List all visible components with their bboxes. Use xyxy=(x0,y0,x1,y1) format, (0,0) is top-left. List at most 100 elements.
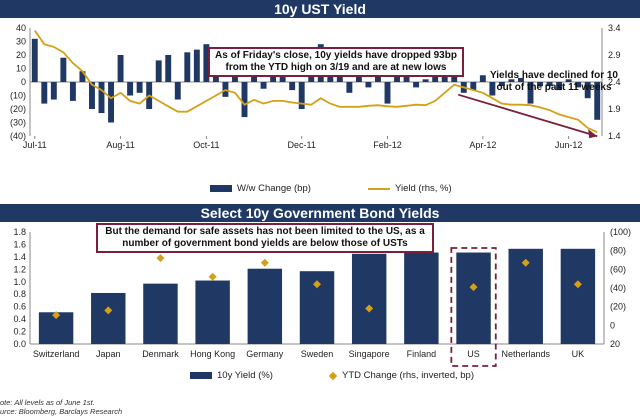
ww-change-bar xyxy=(289,82,296,91)
chart2-right-tick: (100) xyxy=(610,227,631,237)
chart1-x-tick-label: Oct-11 xyxy=(193,140,219,150)
yield-bar-denmark xyxy=(143,283,178,344)
ww-change-bar xyxy=(193,49,200,82)
us-highlight-box xyxy=(450,247,497,367)
trend-arrow-head xyxy=(588,129,598,139)
legend-bar-swatch xyxy=(190,372,212,379)
chart2-left-tick: 0.2 xyxy=(13,327,26,337)
chart2-left-tick: 1.4 xyxy=(13,252,26,262)
footnote: ote: All levels as of June 1st. xyxy=(0,398,95,407)
chart2-left-tick: 1.6 xyxy=(13,239,26,249)
yield-bar-us xyxy=(456,252,491,344)
chart2-left-tick: 0.6 xyxy=(13,302,26,312)
chart2-right-tick: (60) xyxy=(610,264,626,274)
chart1-left-tick: 30 xyxy=(16,37,26,47)
chart2-category-label: Hong Kong xyxy=(190,349,235,359)
chart1-note: Yields have declined for 10 out of the p… xyxy=(489,70,618,93)
ytd-change-marker xyxy=(521,258,530,267)
ytd-change-marker xyxy=(156,254,165,263)
ww-change-bar xyxy=(346,82,353,93)
legend-ytd-change-label: YTD Change (rhs, inverted, bp) xyxy=(342,370,475,381)
chart1-x-tick-label: Apr-12 xyxy=(469,140,496,150)
ww-change-bar xyxy=(69,82,76,101)
chart2-left-tick: 0.4 xyxy=(13,314,26,324)
ww-change-bar xyxy=(136,82,143,93)
ww-change-bar xyxy=(165,55,172,82)
yield-bar-hong-kong xyxy=(195,280,230,344)
yield-bar-finland xyxy=(404,252,439,344)
chart1-left-tick: (10) xyxy=(10,91,26,101)
chart1-left-tick: (40) xyxy=(10,131,26,141)
ust-yield-chart: 40 30 20 10 0 (10) (20) (30) (40) 3.4 2.9 2.4 1.9 1.4… xyxy=(10,23,621,150)
yield-bar-japan xyxy=(91,292,126,344)
chart2-category-label: Sweden xyxy=(301,349,334,359)
legend-ytd-change: YTD Change (rhs, inverted, bp) xyxy=(328,370,475,381)
chart2-category-label: Netherlands xyxy=(501,349,550,359)
legend-yield: Yield (rhs, %) xyxy=(368,183,452,194)
chart2-category-label: Finland xyxy=(407,349,437,359)
ww-change-bar xyxy=(155,60,162,82)
chart1-x-tick-label: Jun-12 xyxy=(555,140,583,150)
chart1-title: 10y UST Yield xyxy=(0,0,640,18)
ww-change-bar xyxy=(546,82,553,87)
ww-change-bar xyxy=(403,75,410,82)
source-note: urce: Bloomberg, Barclays Research xyxy=(0,407,123,416)
chart2-category-label: Denmark xyxy=(142,349,179,359)
legend-bar-swatch xyxy=(210,185,232,192)
ytd-change-marker xyxy=(208,272,217,281)
yield-bar-uk xyxy=(560,248,596,344)
chart1-right-tick: 2.9 xyxy=(608,50,621,60)
yield-bar-germany xyxy=(247,268,283,344)
legend-yield-label: Yield (rhs, %) xyxy=(395,183,452,194)
ytd-change-marker xyxy=(573,280,582,289)
chart1-x-tick-label: Dec-11 xyxy=(288,140,316,150)
ww-change-bar xyxy=(298,82,305,109)
ww-change-bar xyxy=(60,57,67,82)
ww-change-bar xyxy=(174,82,181,100)
legend-10y-yield-label: 10y Yield (%) xyxy=(217,370,273,381)
ytd-change-marker xyxy=(365,304,374,313)
chart2-left-tick: 1.2 xyxy=(13,264,26,274)
ww-change-bar xyxy=(470,82,477,91)
ww-change-bar xyxy=(79,71,86,82)
chart1-left-tick: 40 xyxy=(16,23,26,33)
chart2-left-tick: 1.8 xyxy=(13,227,26,237)
chart1-callout: As of Friday's close, 10y yields have dr… xyxy=(208,47,464,77)
chart1-left-tick: 20 xyxy=(16,50,26,60)
chart2-right-tick: 20 xyxy=(610,339,620,349)
ww-change-bar xyxy=(508,79,515,82)
ytd-change-marker xyxy=(469,283,478,292)
ww-change-bar xyxy=(556,82,563,91)
chart1-x-tick-label: Jul-11 xyxy=(23,140,47,150)
chart2-category-label: Switzerland xyxy=(33,349,80,359)
ww-change-bar xyxy=(413,82,420,88)
chart2-category-label: Japan xyxy=(96,349,121,359)
chart1-right-tick: 1.9 xyxy=(608,104,621,114)
chart2-category-label: UK xyxy=(572,349,585,359)
legend-ww-change-label: W/w Change (bp) xyxy=(237,183,311,194)
ww-change-bar xyxy=(98,82,105,114)
ytd-change-marker xyxy=(313,280,321,289)
chart2-right-tick: (40) xyxy=(610,283,626,293)
ww-change-bar xyxy=(184,52,191,82)
ww-change-bar xyxy=(127,82,134,96)
ww-change-bar xyxy=(441,75,448,82)
ww-change-bar xyxy=(365,82,372,88)
trend-arrow-line xyxy=(457,93,598,138)
chart2-right-tick: (80) xyxy=(610,246,626,256)
ww-change-bar xyxy=(50,82,57,100)
chart1-left-tick: 10 xyxy=(16,64,26,74)
legend-line-swatch xyxy=(368,187,390,190)
chart1-left-tick: 0 xyxy=(21,77,26,87)
legend-ww-change: W/w Change (bp) xyxy=(210,183,311,194)
chart1-right-tick: 3.4 xyxy=(608,23,621,33)
chart1-x-tick-label: Aug-11 xyxy=(106,140,134,150)
ww-change-bar xyxy=(89,82,95,109)
ytd-change-marker xyxy=(260,258,269,267)
yield-bar-singapore xyxy=(351,253,387,344)
ww-change-bar xyxy=(31,38,38,82)
chart2-left-tick: 0.0 xyxy=(13,339,26,349)
ww-change-bar xyxy=(41,82,48,104)
ww-change-bar xyxy=(518,77,524,82)
ww-change-bar xyxy=(594,82,601,120)
